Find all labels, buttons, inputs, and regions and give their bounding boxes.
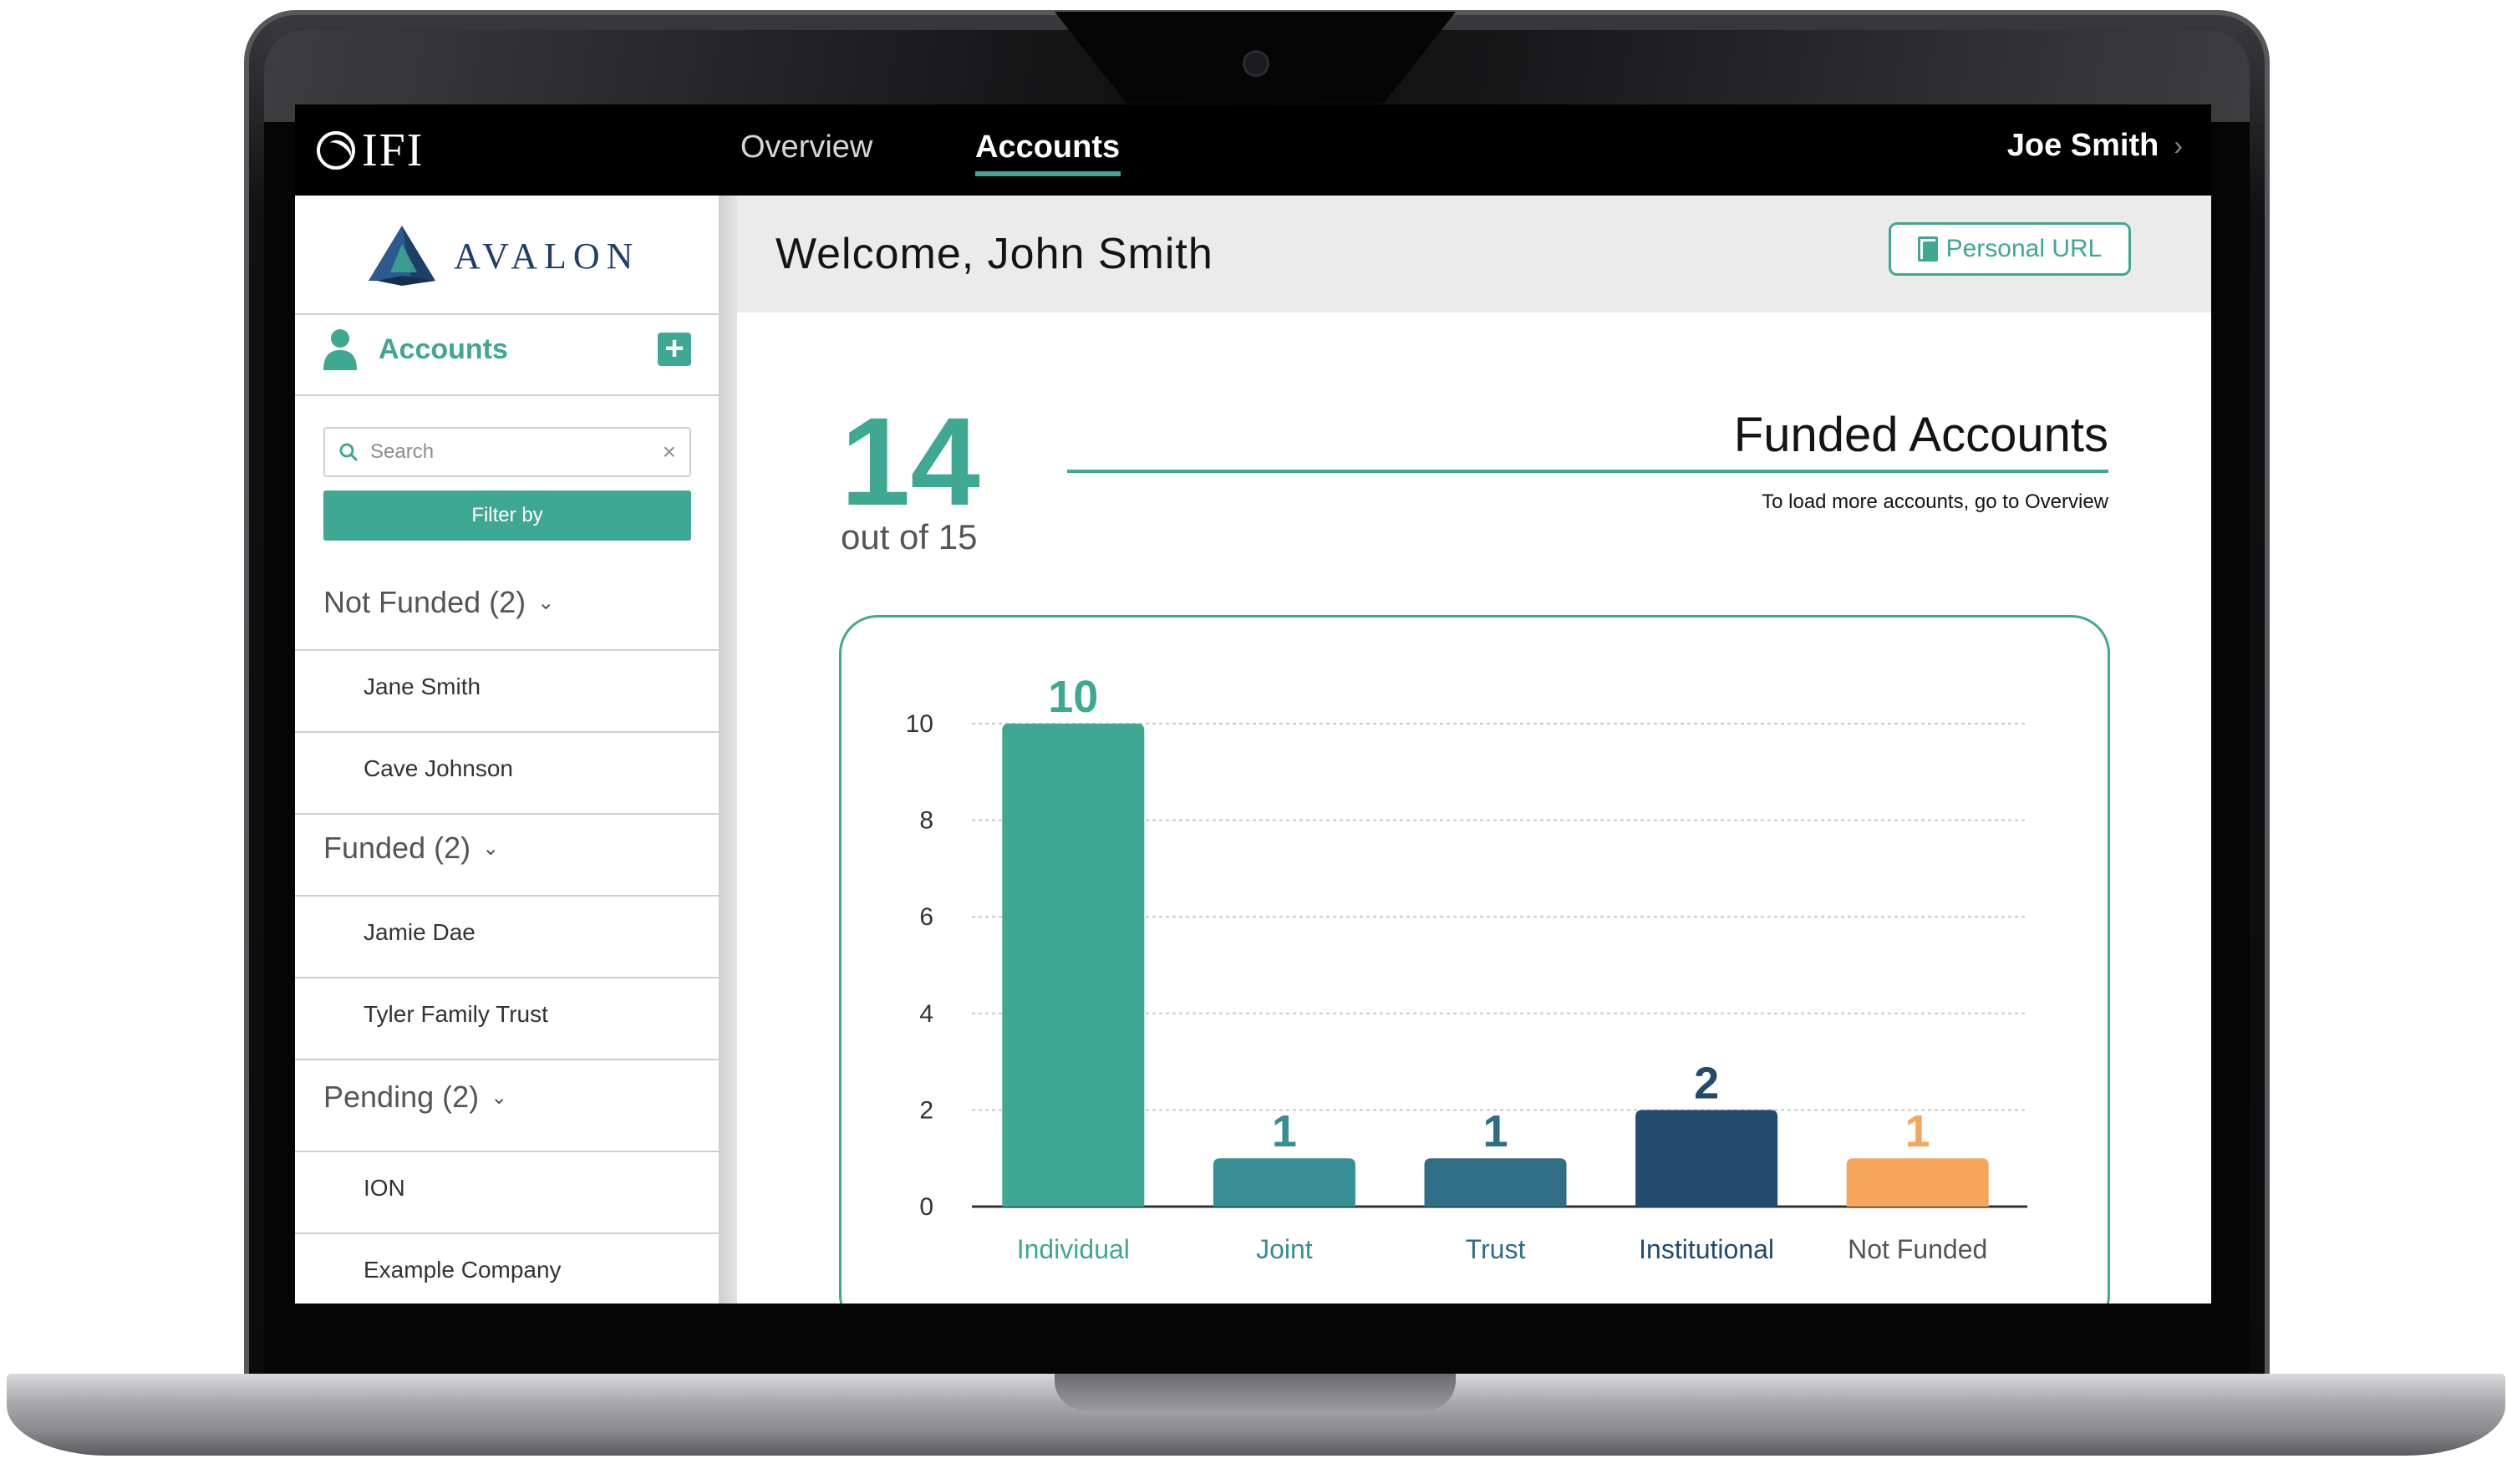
sidebar-edge (719, 196, 737, 1304)
y-tick-label: 0 (919, 1193, 933, 1221)
avalon-logo-text: AVALON (454, 235, 640, 277)
welcome-bar: Welcome, John Smith Personal URL (737, 196, 2211, 313)
divider (295, 895, 719, 897)
search-icon (339, 443, 359, 462)
group-label: Pending (2) (323, 1080, 480, 1114)
sidebar: AVALON Accounts + × Filter by Not Funded… (295, 196, 719, 1304)
y-tick-label: 6 (919, 903, 933, 931)
x-tick-label: Not Funded (1848, 1234, 1987, 1264)
chevron-right-icon: › (2174, 130, 2183, 160)
personal-url-label: Personal URL (1945, 235, 2103, 262)
bar-value-label: 1 (1905, 1106, 1930, 1156)
filter-by-button[interactable]: Filter by (323, 490, 691, 541)
chevron-down-icon: ⌄ (482, 836, 500, 860)
personal-url-button[interactable]: Personal URL (1889, 222, 2131, 276)
group-label: Funded (2) (323, 831, 471, 865)
chevron-down-icon: ⌄ (537, 591, 555, 614)
camera-icon (1243, 50, 1269, 77)
user-name: Joe Smith (2006, 128, 2159, 163)
list-item[interactable]: Jamie Dae (364, 919, 475, 945)
accounts-section-title: Accounts (379, 333, 508, 365)
x-tick-label: Joint (1256, 1234, 1313, 1264)
bar-chart: 0 2 4 6 8 10 10 Individual 1 Joint 1 Trust 2 Institut… (906, 672, 2027, 1264)
bar (1846, 1158, 1989, 1207)
search-input[interactable] (370, 440, 663, 464)
accounts-section-header: Accounts + (323, 324, 691, 374)
bar (1424, 1158, 1567, 1207)
funded-count: 14 (841, 391, 980, 531)
funded-accounts-title: Funded Accounts (1733, 408, 2108, 462)
bar-value-label: 2 (1694, 1058, 1719, 1108)
bar (1002, 724, 1145, 1207)
divider (295, 1232, 719, 1234)
top-navigation: IFI Overview Accounts Joe Smith › (295, 104, 2211, 196)
laptop-hinge-groove (1055, 1374, 1456, 1410)
divider (295, 649, 719, 651)
user-menu[interactable]: Joe Smith › (2007, 128, 2183, 164)
divider (295, 1059, 719, 1060)
search-box: × (323, 427, 691, 477)
bar-value-label: 1 (1272, 1106, 1297, 1156)
user-icon (323, 329, 357, 370)
copy-document-icon (1917, 236, 1938, 262)
list-item[interactable]: Tyler Family Trust (364, 1001, 548, 1027)
bar-value-label: 1 (1482, 1106, 1508, 1156)
ifi-logo-icon (317, 131, 355, 170)
y-tick-label: 8 (919, 807, 933, 835)
group-label: Not Funded (2) (323, 585, 526, 619)
divider (295, 813, 719, 815)
ifi-brand-text: IFI (362, 125, 425, 176)
group-pending[interactable]: Pending (2) ⌄ (323, 1080, 507, 1115)
list-item[interactable]: Example Company (364, 1257, 562, 1283)
bar (1635, 1110, 1778, 1207)
tab-overview[interactable]: Overview (740, 130, 873, 165)
welcome-title: Welcome, John Smith (775, 230, 1213, 278)
chart-card: 0 2 4 6 8 10 10 Individual 1 Joint 1 Trust 2 Institut… (839, 615, 2110, 1304)
bar (1213, 1158, 1355, 1207)
ifi-logo[interactable]: IFI (317, 121, 424, 180)
y-tick-label: 10 (906, 710, 933, 738)
tab-accounts[interactable]: Accounts (975, 130, 1121, 165)
divider (295, 977, 719, 978)
group-funded[interactable]: Funded (2) ⌄ (323, 831, 499, 866)
title-rule (1067, 470, 2108, 473)
divider (295, 394, 719, 396)
clear-search-icon[interactable]: × (662, 439, 676, 465)
bar-value-label: 10 (1048, 672, 1098, 722)
avalon-pyramid-icon (369, 226, 435, 286)
x-tick-label: Institutional (1639, 1234, 1774, 1264)
x-tick-label: Trust (1466, 1234, 1526, 1264)
y-tick-label: 4 (919, 1000, 933, 1028)
active-tab-indicator (975, 171, 1121, 176)
app-screen: IFI Overview Accounts Joe Smith › AVALON (295, 104, 2211, 1304)
add-account-button[interactable]: + (658, 332, 691, 366)
y-tick-label: 2 (919, 1096, 933, 1124)
divider (295, 731, 719, 733)
divider (295, 313, 719, 315)
chevron-down-icon: ⌄ (491, 1085, 508, 1109)
divider (295, 1151, 719, 1152)
list-item[interactable]: ION (364, 1175, 405, 1201)
group-not-funded[interactable]: Not Funded (2) ⌄ (323, 585, 554, 620)
funded-total: out of 15 (841, 517, 978, 556)
avalon-logo: AVALON (369, 222, 639, 289)
funded-accounts-note: To load more accounts, go to Overview (1762, 490, 2108, 513)
x-tick-label: Individual (1017, 1234, 1130, 1264)
list-item[interactable]: Jane Smith (364, 673, 481, 699)
list-item[interactable]: Cave Johnson (364, 755, 514, 781)
